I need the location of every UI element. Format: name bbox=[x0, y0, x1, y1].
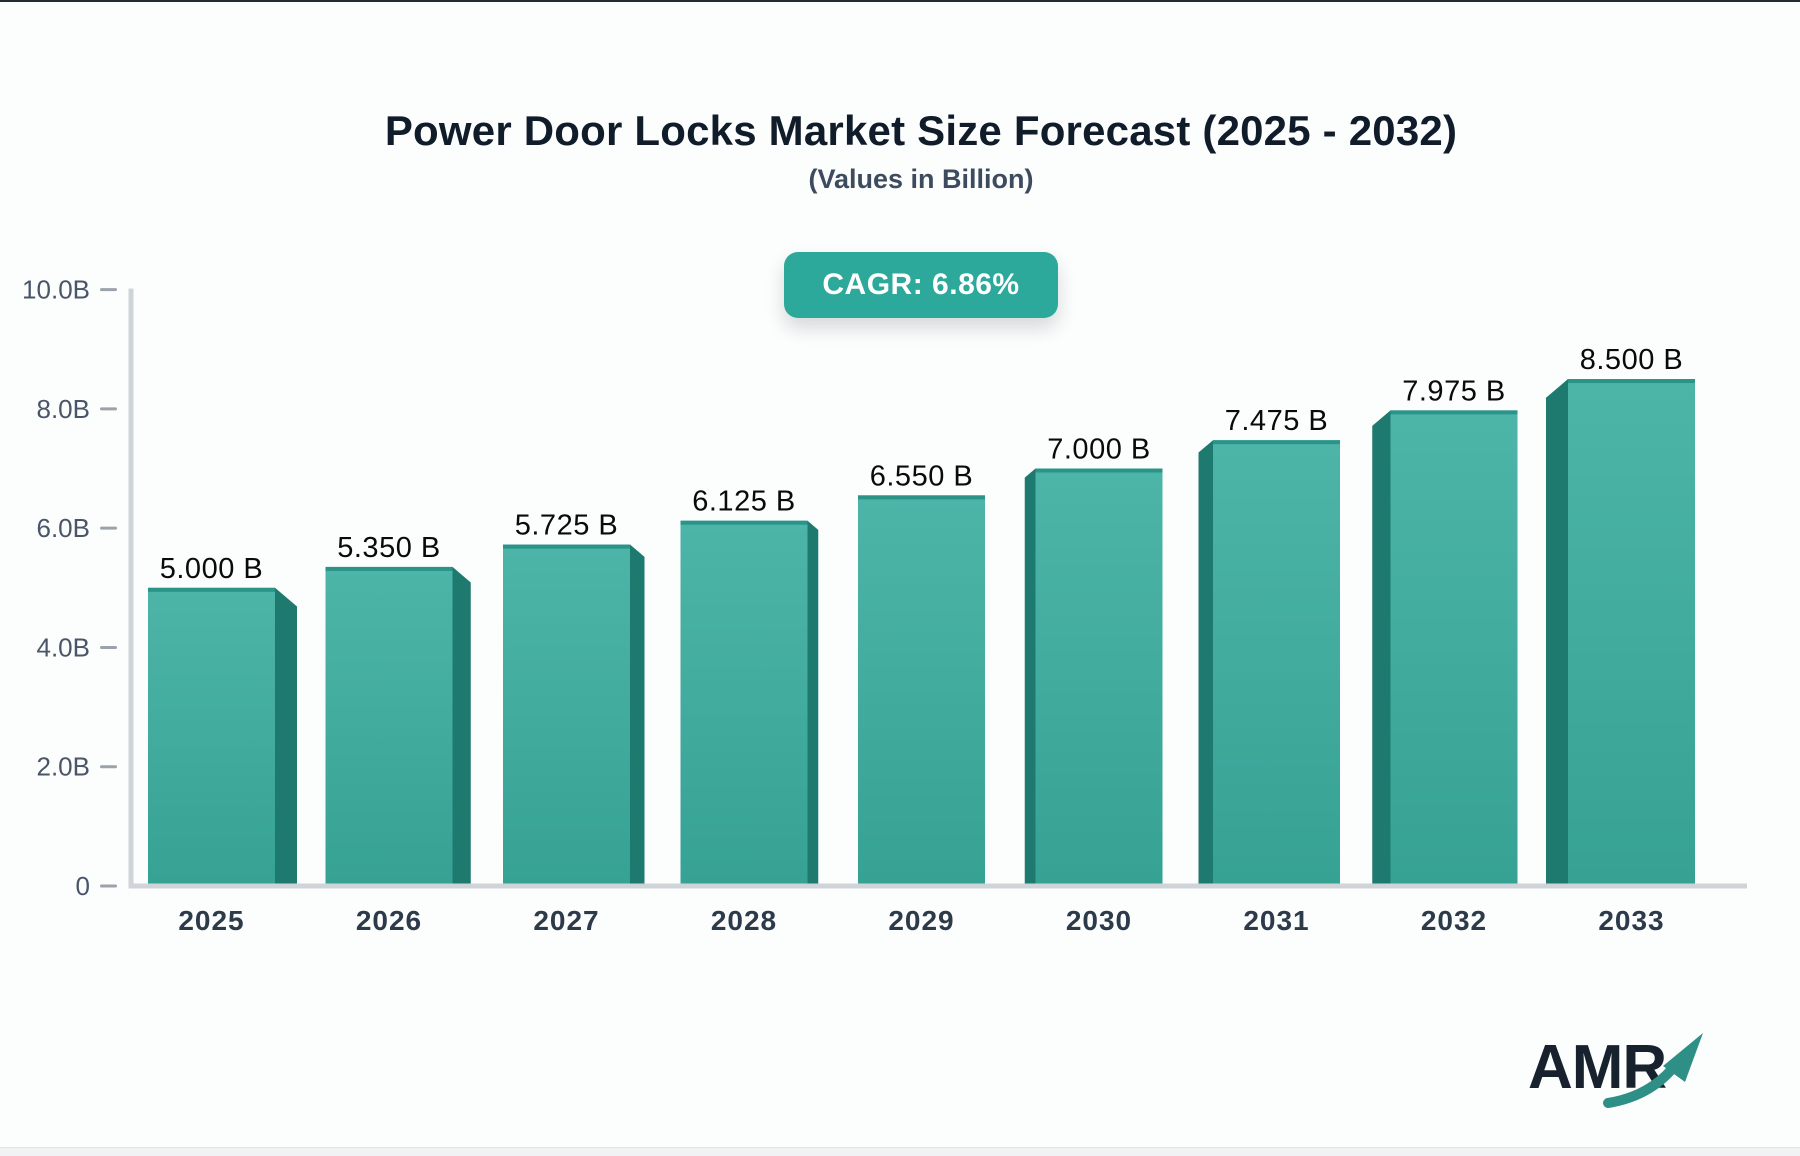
x-axis-label: 2026 bbox=[356, 905, 422, 936]
bar-side-face bbox=[1372, 410, 1391, 886]
bar-top-edge bbox=[503, 544, 630, 549]
bar-side-face bbox=[807, 520, 819, 886]
bar-front-face[interactable] bbox=[325, 566, 453, 886]
bar-side-face bbox=[1546, 379, 1568, 886]
y-tick-label: 6.0B bbox=[37, 513, 91, 543]
bar-value-label: 7.000 B bbox=[1047, 434, 1150, 466]
bar-top-edge bbox=[1213, 440, 1340, 445]
bar-group-2026: 5.350 B bbox=[325, 532, 471, 886]
bar-side-face bbox=[1024, 468, 1036, 886]
x-axis-label: 2028 bbox=[711, 905, 777, 936]
y-tick-dash bbox=[100, 526, 117, 530]
bar-side-face bbox=[452, 566, 471, 886]
bar-side-face bbox=[630, 544, 645, 886]
bar-front-face[interactable] bbox=[1035, 468, 1163, 886]
x-axis-label: 2029 bbox=[888, 905, 954, 936]
bar-front-face[interactable] bbox=[148, 587, 275, 886]
y-tick-label: 0 bbox=[76, 871, 90, 901]
bar-group-2030: 7.000 B bbox=[1024, 434, 1163, 886]
bar-side-face bbox=[275, 587, 297, 886]
bar-group-2028: 6.125 B bbox=[680, 486, 819, 886]
y-tick-dash bbox=[100, 645, 117, 649]
y-tick-label: 8.0B bbox=[37, 394, 91, 424]
bar-value-label: 7.975 B bbox=[1402, 375, 1505, 407]
y-axis-line bbox=[128, 288, 134, 887]
bar-front-face[interactable] bbox=[503, 544, 630, 886]
y-tick-dash bbox=[100, 884, 117, 888]
bar-value-label: 8.500 B bbox=[1580, 344, 1683, 376]
bar-side-face bbox=[1198, 440, 1213, 886]
bottom-border bbox=[0, 1147, 1800, 1156]
bar-value-label: 5.000 B bbox=[160, 553, 263, 585]
x-axis-label: 2030 bbox=[1066, 905, 1132, 936]
y-tick-dash bbox=[100, 288, 117, 292]
bar-value-label: 5.725 B bbox=[515, 510, 618, 542]
y-tick-dash bbox=[100, 407, 117, 411]
bar-group-2032: 7.975 B bbox=[1372, 375, 1518, 886]
bar-top-edge bbox=[680, 520, 808, 525]
bar-front-face[interactable] bbox=[1213, 440, 1340, 886]
x-axis-line bbox=[128, 883, 1747, 889]
bar-top-edge bbox=[1390, 410, 1518, 415]
bar-top-edge bbox=[148, 587, 275, 592]
bar-front-face[interactable] bbox=[1390, 410, 1518, 886]
bar-group-2027: 5.725 B bbox=[503, 510, 645, 886]
bar-group-2029: 6.550 B bbox=[858, 460, 985, 886]
bar-value-label: 5.350 B bbox=[337, 532, 440, 564]
cagr-badge-row: CAGR: 6.86% bbox=[42, 252, 1800, 318]
x-axis-label: 2025 bbox=[178, 905, 244, 936]
chart-subtitle: (Values in Billion) bbox=[808, 164, 1034, 194]
bar-top-edge bbox=[325, 566, 453, 571]
chart-title: Power Door Locks Market Size Forecast (2… bbox=[384, 107, 1458, 154]
y-tick-label: 2.0B bbox=[37, 752, 91, 782]
bar-top-edge bbox=[1568, 379, 1695, 384]
y-tick-label: 4.0B bbox=[37, 632, 91, 662]
bar-top-edge bbox=[1035, 468, 1163, 473]
bar-value-label: 6.550 B bbox=[870, 460, 973, 492]
amr-logo: AMR bbox=[1528, 1033, 1703, 1108]
top-border bbox=[0, 0, 1800, 2]
bar-group-2031: 7.475 B bbox=[1198, 405, 1340, 886]
bar-front-face[interactable] bbox=[680, 520, 808, 886]
chart-header: Power Door Locks Market Size Forecast (2… bbox=[42, 107, 1800, 195]
bar-value-label: 6.125 B bbox=[692, 486, 795, 518]
x-axis-label: 2031 bbox=[1243, 905, 1309, 936]
bar-front-face[interactable] bbox=[1568, 379, 1695, 886]
bar-top-edge bbox=[858, 495, 985, 500]
y-tick-label: 10.0B bbox=[22, 275, 90, 305]
bar-group-2025: 5.000 B bbox=[148, 553, 297, 886]
x-axis-label: 2033 bbox=[1598, 905, 1664, 936]
bar-group-2033: 8.500 B bbox=[1546, 344, 1695, 886]
y-tick-dash bbox=[100, 765, 117, 769]
x-axis-label: 2027 bbox=[533, 905, 599, 936]
cagr-badge: CAGR: 6.86% bbox=[784, 252, 1058, 318]
bar-front-face[interactable] bbox=[858, 495, 985, 886]
logo-arrow-head-icon bbox=[1663, 1033, 1703, 1082]
x-axis-label: 2032 bbox=[1421, 905, 1487, 936]
bar-value-label: 7.475 B bbox=[1225, 405, 1328, 437]
